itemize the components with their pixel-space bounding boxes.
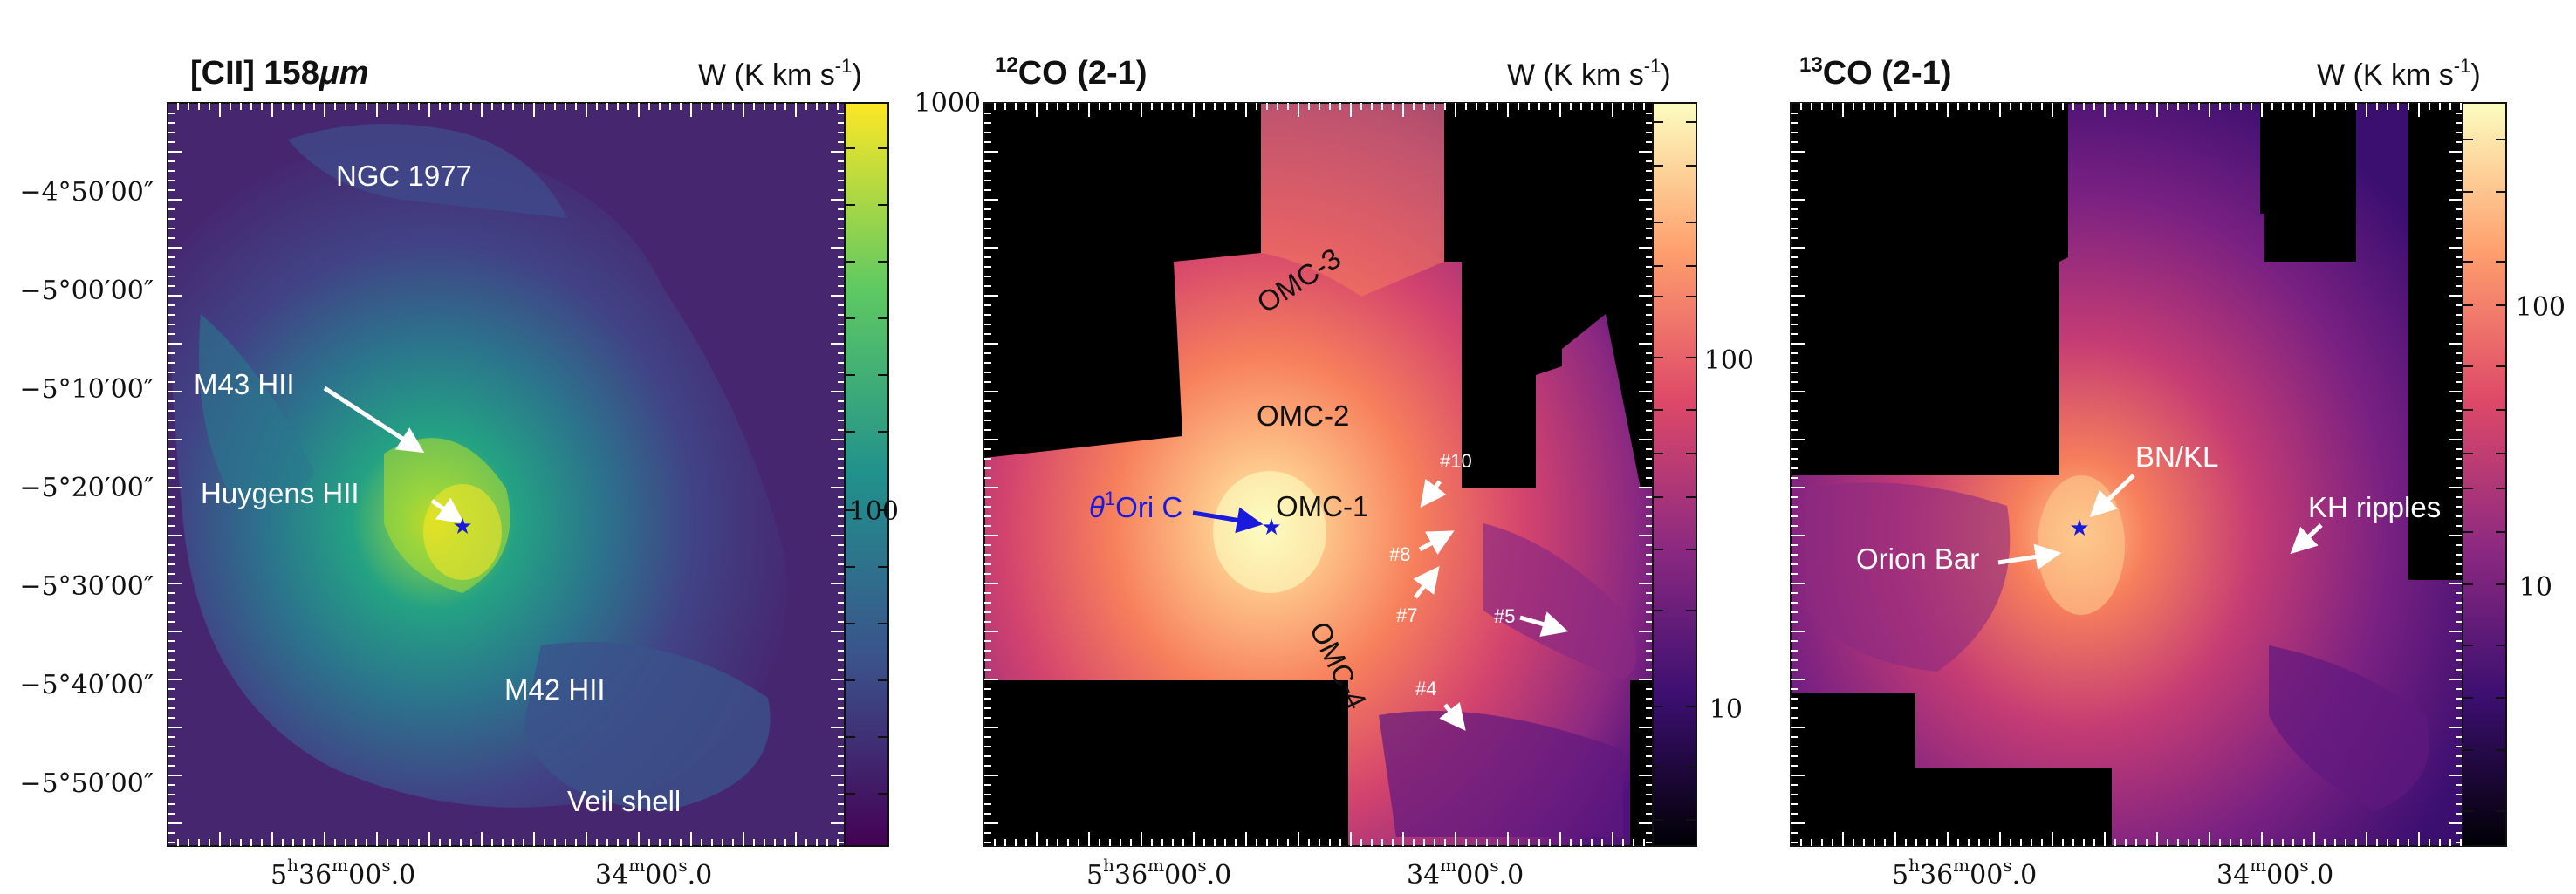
annotation-4: #4 bbox=[1415, 678, 1436, 700]
cii-colorbar-ticks bbox=[845, 147, 888, 795]
arrow-10 bbox=[1420, 479, 1447, 508]
annotation-omc1: OMC-1 bbox=[1276, 490, 1368, 522]
annotation-orion-bar: Orion Bar bbox=[1856, 543, 1979, 575]
13co-colorbar-tick-100: 100 bbox=[2516, 292, 2566, 323]
12co-colorbar-tick-1000: 1000 bbox=[915, 88, 981, 119]
annotation-8: #8 bbox=[1389, 543, 1410, 565]
panel-12co-title: 12CO (2-1) bbox=[995, 53, 1148, 92]
ra-label: 5h36m00s.0 bbox=[1086, 855, 1231, 891]
dec-label: −5°50′00″ bbox=[19, 768, 154, 799]
cii-colorbar-label: W (K km s-1) bbox=[698, 55, 862, 92]
ra-label: 5h36m00s.0 bbox=[1892, 855, 2037, 891]
dec-label: −5°30′00″ bbox=[19, 571, 154, 602]
dec-label: −5°20′00″ bbox=[19, 473, 154, 503]
arrow-theta1-ori-c bbox=[1192, 507, 1264, 534]
13co-colorbar-label: W (K km s-1) bbox=[2317, 55, 2481, 92]
panel-13co: 13CO (2-1) BN/KL KH ripples Orion Bar ★ … bbox=[1790, 53, 2566, 847]
annotation-theta1-ori-c: θ1Ori C bbox=[1089, 488, 1182, 523]
panel-13co-title: 13CO (2-1) bbox=[1799, 53, 1952, 92]
annotation-m42: M42 HII bbox=[504, 673, 606, 706]
dec-label: −5°40′00″ bbox=[19, 670, 154, 700]
13co-colorbar bbox=[2462, 102, 2507, 847]
panel-cii: [CII] 158μm −4°50′00″ −5°00′00″ −5°10′00… bbox=[19, 55, 899, 847]
12co-colorbar-tick-100: 100 bbox=[1704, 345, 1754, 376]
12co-colorbar-tick-10: 10 bbox=[1709, 694, 1743, 725]
ra-label: 34m00s.0 bbox=[2216, 855, 2333, 891]
arrow-orion-bar bbox=[1997, 543, 2062, 570]
12co-axis-ticks bbox=[984, 103, 1653, 846]
13co-map-image bbox=[1791, 103, 2463, 846]
star-icon: ★ bbox=[452, 513, 472, 539]
annotation-bn-kl: BN/KL bbox=[2135, 440, 2218, 473]
cii-axis-ticks bbox=[168, 103, 845, 846]
annotation-ngc1977: NGC 1977 bbox=[336, 160, 472, 192]
dec-label: −5°10′00″ bbox=[19, 374, 154, 405]
annotation-10: #10 bbox=[1440, 450, 1472, 472]
ra-label: 5h36m00s.0 bbox=[271, 855, 415, 891]
star-icon: ★ bbox=[2069, 515, 2089, 541]
panel-cii-title: [CII] 158μm bbox=[190, 55, 369, 92]
12co-colorbar-ticks bbox=[1653, 121, 1696, 821]
arrow-7 bbox=[1413, 566, 1440, 599]
annotation-omc2: OMC-2 bbox=[1257, 399, 1349, 432]
ra-label: 34m00s.0 bbox=[595, 855, 712, 891]
12co-map-image bbox=[984, 103, 1653, 846]
x-axis-labels: 5h36m00s.0 34m00s.0 5h36m00s.0 34m00s.0 … bbox=[271, 855, 2333, 891]
arrow-8 bbox=[1418, 530, 1455, 555]
star-icon: ★ bbox=[1261, 514, 1281, 540]
annotation-m43: M43 HII bbox=[194, 368, 295, 400]
arrow-huygens bbox=[430, 497, 465, 524]
13co-colorbar-tick-10: 10 bbox=[2519, 572, 2552, 603]
dec-label: −4°50′00″ bbox=[19, 177, 154, 208]
13co-colorbar-ticks bbox=[2463, 139, 2506, 812]
arrow-5 bbox=[1519, 611, 1569, 638]
annotation-7: #7 bbox=[1396, 604, 1417, 626]
arrow-kh-ripples bbox=[2290, 523, 2323, 555]
arrow-m43 bbox=[323, 386, 425, 454]
annotation-huygens: Huygens HII bbox=[201, 477, 360, 509]
ra-label: 34m00s.0 bbox=[1407, 855, 1524, 891]
12co-colorbar bbox=[1652, 102, 1697, 847]
arrow-bn-kl bbox=[2089, 474, 2135, 518]
annotation-kh-ripples: KH ripples bbox=[2308, 491, 2441, 523]
dec-label: −5°00′00″ bbox=[19, 276, 154, 306]
13co-axis-ticks bbox=[1791, 103, 2463, 846]
12co-colorbar-label: W (K km s-1) bbox=[1507, 55, 1671, 92]
cii-colorbar-tick-100: 100 bbox=[849, 496, 899, 527]
panel-12co: 12CO (2-1) OMC-3 OMC-2 OMC-1 OMC-4 θ1Ori… bbox=[915, 53, 1754, 847]
arrow-4 bbox=[1439, 702, 1466, 731]
cii-y-axis-labels: −4°50′00″ −5°00′00″ −5°10′00″ −5°20′00″ … bbox=[19, 177, 154, 799]
annotation-veil-shell: Veil shell bbox=[567, 785, 681, 817]
cii-colorbar bbox=[844, 102, 889, 847]
annotation-5: #5 bbox=[1494, 605, 1515, 627]
